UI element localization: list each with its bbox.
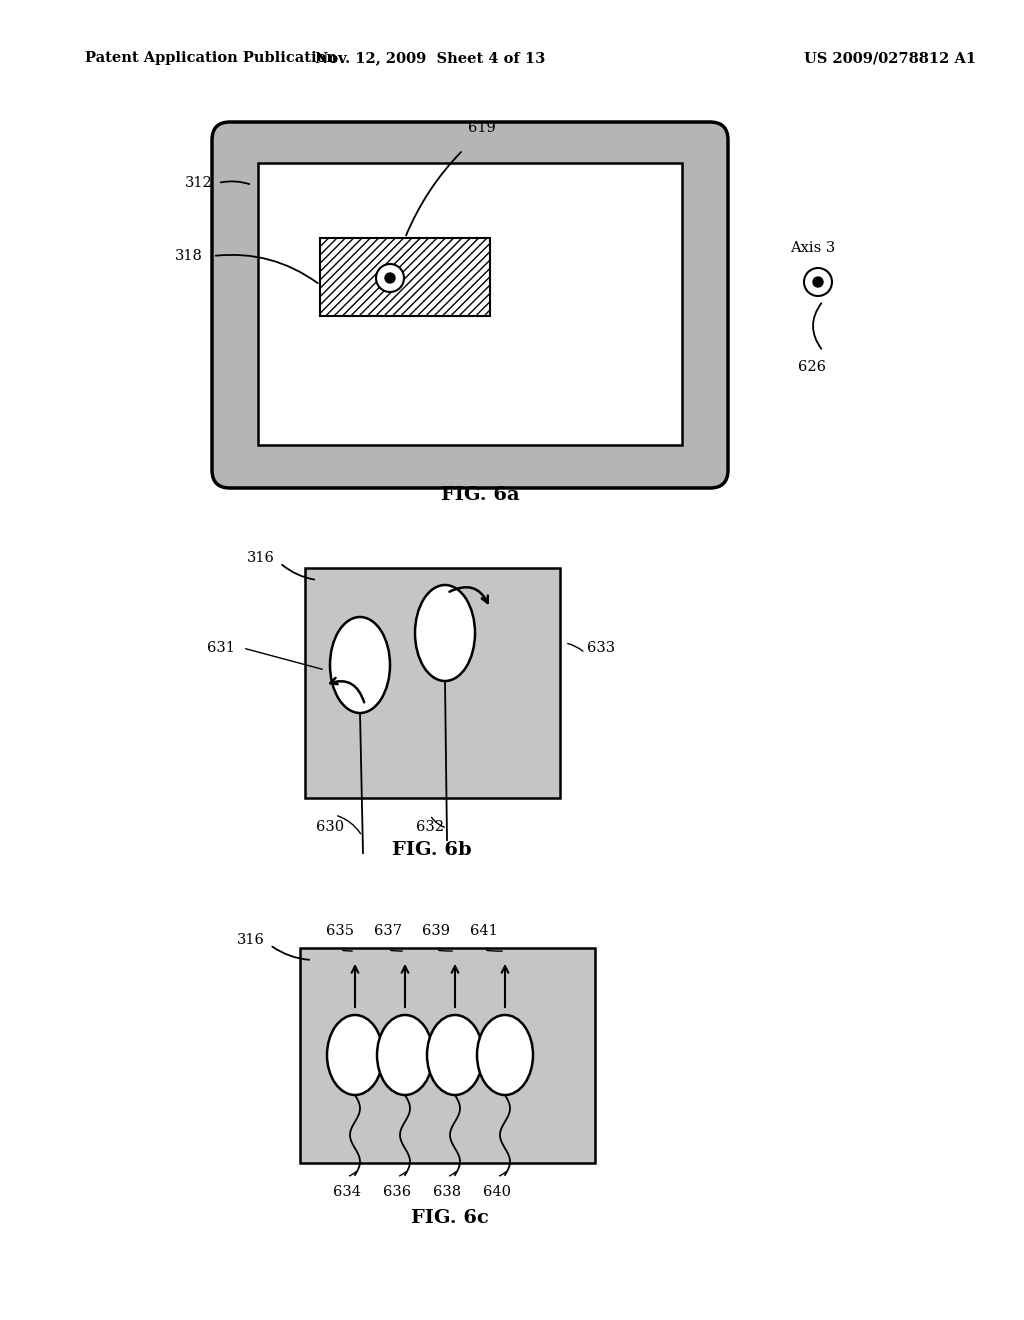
- Text: 640: 640: [483, 1185, 511, 1199]
- Ellipse shape: [415, 585, 475, 681]
- Text: 641: 641: [470, 924, 498, 939]
- Bar: [305, 568, 560, 799]
- FancyBboxPatch shape: [212, 121, 728, 488]
- Text: 635: 635: [326, 924, 354, 939]
- Text: 631: 631: [207, 642, 234, 655]
- Text: Nov. 12, 2009  Sheet 4 of 13: Nov. 12, 2009 Sheet 4 of 13: [314, 51, 545, 65]
- Text: 638: 638: [433, 1185, 461, 1199]
- Text: FIG. 6a: FIG. 6a: [440, 486, 519, 504]
- Ellipse shape: [377, 1015, 433, 1096]
- Text: 619: 619: [468, 121, 496, 135]
- Bar: [319, 238, 490, 315]
- Text: US 2009/0278812 A1: US 2009/0278812 A1: [804, 51, 976, 65]
- Text: 316: 316: [238, 933, 265, 946]
- Text: 632: 632: [416, 820, 444, 834]
- Circle shape: [804, 268, 831, 296]
- Text: 626: 626: [798, 360, 826, 374]
- Ellipse shape: [330, 616, 390, 713]
- Bar: [300, 948, 595, 1163]
- Circle shape: [376, 264, 404, 292]
- Text: 636: 636: [383, 1185, 411, 1199]
- Text: 316: 316: [247, 550, 275, 565]
- Ellipse shape: [427, 1015, 483, 1096]
- Text: 634: 634: [333, 1185, 361, 1199]
- Text: Patent Application Publication: Patent Application Publication: [85, 51, 337, 65]
- Text: 318: 318: [175, 249, 203, 263]
- Text: FIG. 6c: FIG. 6c: [411, 1209, 488, 1228]
- Text: 630: 630: [316, 820, 344, 834]
- Bar: [258, 162, 682, 445]
- Text: Axis 3: Axis 3: [790, 242, 836, 255]
- Ellipse shape: [327, 1015, 383, 1096]
- Circle shape: [385, 273, 395, 282]
- Text: 637: 637: [374, 924, 402, 939]
- Text: 639: 639: [422, 924, 450, 939]
- Text: FIG. 6b: FIG. 6b: [392, 841, 472, 859]
- Ellipse shape: [477, 1015, 534, 1096]
- Text: 633: 633: [587, 642, 615, 655]
- Circle shape: [813, 277, 823, 286]
- Text: 312: 312: [185, 176, 213, 190]
